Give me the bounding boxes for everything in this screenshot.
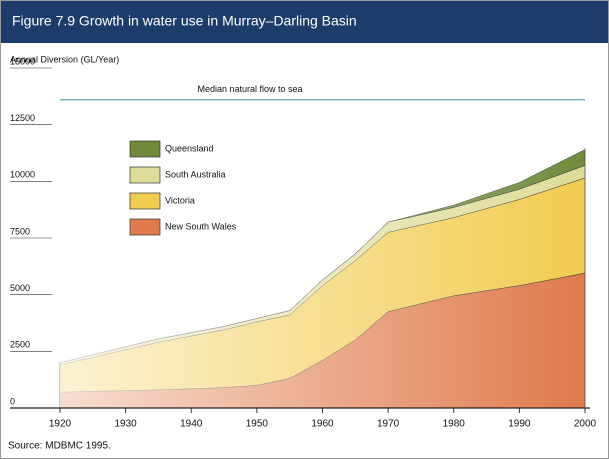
legend-label: South Australia bbox=[165, 169, 226, 179]
x-tick-label: 1930 bbox=[115, 419, 138, 430]
legend-label: New South Wales bbox=[165, 221, 237, 231]
x-tick-label: 1960 bbox=[311, 419, 334, 430]
y-tick-label: 0 bbox=[10, 396, 15, 406]
y-tick-label: 15000 bbox=[10, 56, 35, 66]
x-tick-label: 1970 bbox=[377, 419, 400, 430]
chart-title: Figure 7.9 Growth in water use in Murray… bbox=[12, 13, 357, 29]
x-tick-label: 1980 bbox=[443, 419, 466, 430]
legend-label: Queensland bbox=[165, 143, 214, 153]
x-tick-label: 1940 bbox=[180, 419, 203, 430]
x-tick-label: 1990 bbox=[508, 419, 531, 430]
legend-swatch bbox=[129, 192, 161, 210]
source: Source: MDBMC 1995. bbox=[8, 441, 111, 452]
y-tick-label: 12500 bbox=[10, 113, 35, 123]
x-tick-label: 1920 bbox=[49, 419, 72, 430]
legend-swatch bbox=[129, 166, 161, 184]
median-flow-label: Median natural flow to sea bbox=[197, 84, 302, 94]
y-tick-label: 2500 bbox=[10, 340, 30, 350]
y-tick-label: 5000 bbox=[10, 283, 30, 293]
legend-swatch bbox=[129, 140, 161, 158]
title-bar bbox=[1, 1, 608, 43]
x-tick-label: 2000 bbox=[574, 419, 597, 430]
y-tick-label: 7500 bbox=[10, 226, 30, 236]
legend-swatch bbox=[129, 218, 161, 236]
y-tick-label: 10000 bbox=[10, 170, 35, 180]
x-tick-label: 1950 bbox=[246, 419, 269, 430]
legend-label: Victoria bbox=[165, 195, 195, 205]
y-axis-label: Annual Diversion (GL/Year) bbox=[10, 54, 119, 64]
